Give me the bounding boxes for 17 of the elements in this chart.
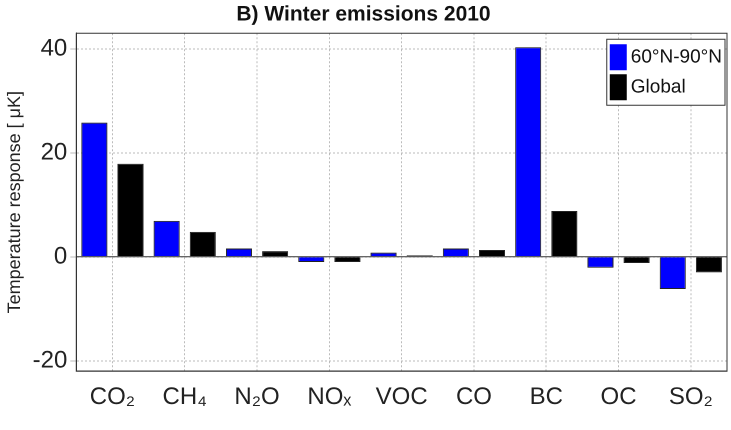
y-axis-title: Temperature response [ μK] bbox=[4, 90, 24, 314]
x-tick-label: VOC bbox=[376, 383, 428, 410]
chart-title: B) Winter emissions 2010 bbox=[236, 2, 491, 26]
y-tick-label: 40 bbox=[40, 34, 68, 62]
x-tick-label: BC bbox=[530, 383, 563, 410]
x-tick-label: SO₂ bbox=[668, 383, 713, 410]
x-tick-label: NOₓ bbox=[307, 383, 352, 410]
y-tick-label: 0 bbox=[54, 242, 68, 270]
y-tick-label: 20 bbox=[40, 138, 68, 166]
legend-label: 60°N-90°N bbox=[630, 46, 722, 68]
legend-label: Global bbox=[630, 76, 686, 98]
x-tick-label: OC bbox=[600, 383, 637, 410]
x-tick-label: CH₄ bbox=[162, 383, 207, 410]
x-tick-label: CO bbox=[456, 383, 492, 410]
x-tick-label: CO₂ bbox=[90, 383, 136, 410]
x-tick-label: N₂O bbox=[234, 383, 280, 410]
y-tick-label: -20 bbox=[32, 346, 68, 374]
